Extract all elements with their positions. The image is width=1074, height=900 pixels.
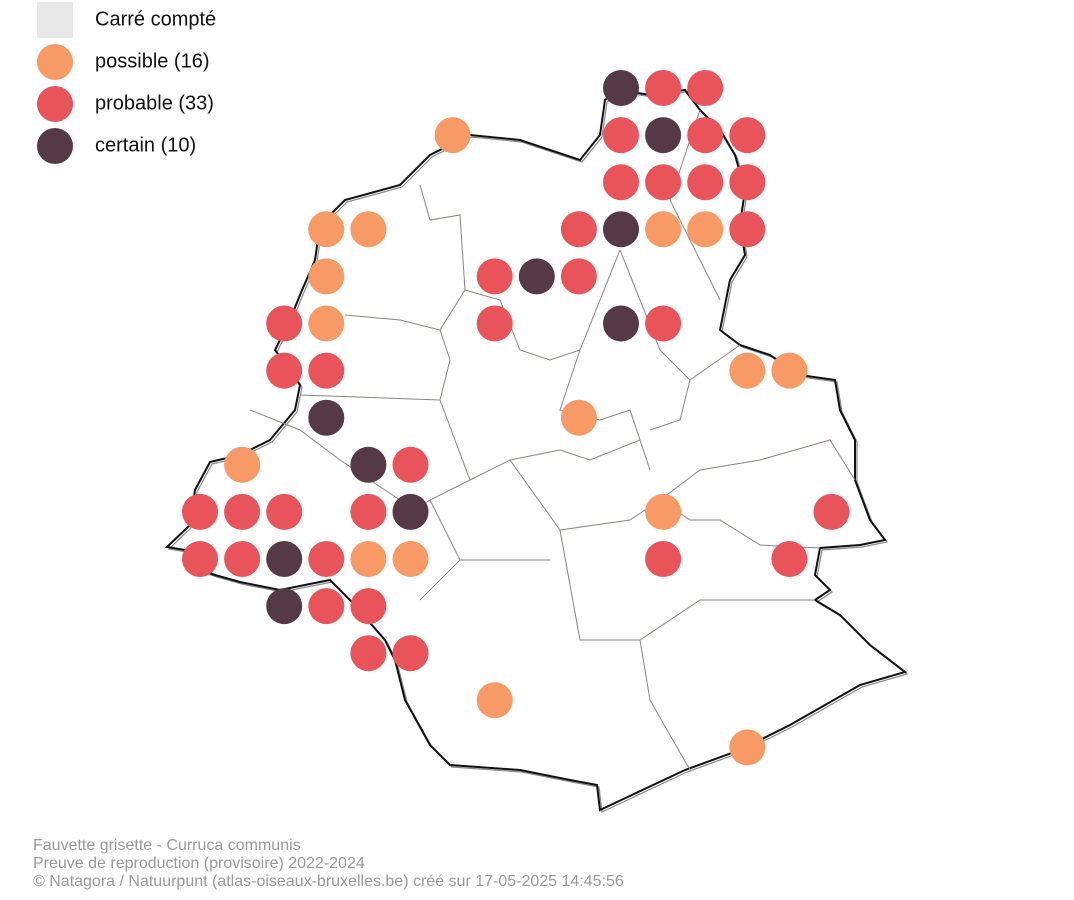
record-dot — [729, 164, 766, 201]
record-dot — [687, 70, 724, 106]
record-dot — [645, 305, 682, 342]
record-dot — [603, 70, 639, 106]
record-dot — [392, 446, 429, 483]
record-dot — [560, 211, 597, 248]
legend-swatch — [37, 86, 73, 122]
record-dot — [224, 446, 261, 483]
record-dot — [266, 493, 303, 530]
record-dot — [603, 164, 639, 201]
record-dot — [729, 352, 766, 389]
record-dot — [308, 258, 345, 295]
record-dot — [308, 211, 345, 248]
record-dot — [224, 541, 261, 577]
record-dot — [645, 164, 682, 201]
record-dot — [308, 352, 345, 389]
record-dot — [603, 117, 639, 154]
record-dot — [392, 635, 429, 672]
record-dot — [560, 399, 597, 436]
record-dot — [392, 493, 429, 530]
record-dot — [434, 117, 471, 154]
record-dot — [350, 635, 387, 672]
legend-label: probable (33) — [95, 92, 214, 114]
region-outline — [164, 88, 909, 813]
legend-swatch — [37, 2, 73, 38]
record-dot — [476, 682, 513, 719]
record-dot — [350, 446, 387, 483]
dots-layer — [182, 70, 850, 766]
record-dot — [308, 399, 345, 436]
legend-swatch — [37, 44, 73, 80]
footer-line: Fauvette grisette - Curruca communis — [33, 837, 301, 854]
record-dot — [645, 70, 682, 106]
record-dot — [560, 258, 597, 295]
record-dot — [182, 493, 218, 530]
record-dot — [687, 211, 724, 248]
record-dot — [645, 211, 682, 248]
record-dot — [308, 588, 345, 625]
record-dot — [771, 541, 808, 577]
record-dot — [645, 541, 682, 577]
record-dot — [729, 211, 766, 248]
record-dot — [813, 493, 850, 530]
record-dot — [771, 352, 808, 389]
record-dot — [645, 493, 682, 530]
record-dot — [645, 117, 682, 154]
record-dot — [392, 541, 429, 577]
record-dot — [350, 541, 387, 577]
footer: Fauvette grisette - Curruca communisPreu… — [33, 837, 624, 890]
record-dot — [687, 117, 724, 154]
record-dot — [603, 305, 639, 342]
record-dot — [729, 729, 766, 766]
legend-label: certain (10) — [95, 134, 196, 156]
record-dot — [350, 493, 387, 530]
record-dot — [476, 305, 513, 342]
record-dot — [350, 211, 387, 248]
legend: Carré compté possible (16) probable (33) ce… — [37, 2, 216, 164]
record-dot — [308, 541, 345, 577]
record-dot — [266, 588, 303, 625]
record-dot — [518, 258, 555, 295]
record-dot — [224, 493, 261, 530]
footer-line: © Natagora / Natuurpunt (atlas-oiseaux-b… — [33, 873, 624, 890]
record-dot — [350, 588, 387, 625]
legend-label: Carré compté — [95, 8, 216, 30]
footer-line: Preuve de reproduction (provisoire) 2022… — [33, 855, 365, 872]
record-dot — [729, 117, 766, 154]
record-dot — [687, 164, 724, 201]
record-dot — [603, 211, 639, 248]
legend-swatch — [37, 128, 73, 164]
record-dot — [308, 305, 345, 342]
record-dot — [266, 352, 303, 389]
record-dot — [182, 541, 218, 577]
record-dot — [266, 541, 303, 577]
legend-label: possible (16) — [95, 50, 210, 72]
record-dot — [266, 305, 303, 342]
record-dot — [476, 258, 513, 295]
